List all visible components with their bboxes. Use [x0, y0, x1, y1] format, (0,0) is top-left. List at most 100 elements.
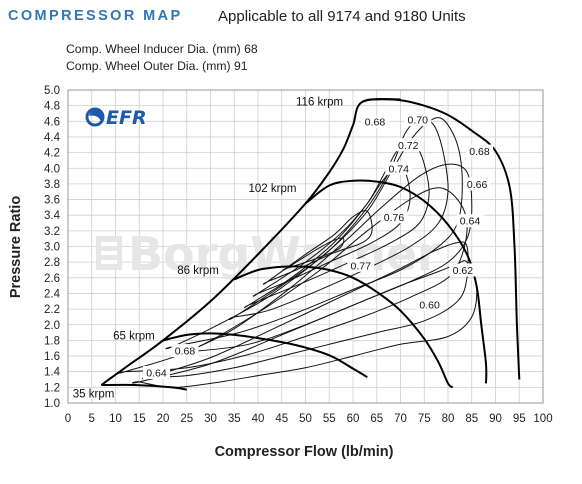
- efficiency-label: 0.76: [384, 212, 405, 224]
- x-tick-label: 100: [533, 413, 552, 425]
- inducer-diameter-text: Comp. Wheel Inducer Dia. (mm) 68: [66, 42, 258, 56]
- efficiency-label-bg: [385, 161, 413, 175]
- speed-label: 86 krpm: [177, 265, 219, 277]
- efficiency-label: 0.68: [365, 116, 386, 128]
- surge-line-path: [100, 98, 401, 386]
- efficiency-island-9: [282, 237, 345, 271]
- efficiency-island-8: [262, 210, 373, 285]
- y-tick-label: 4.0: [44, 163, 60, 175]
- efficiency-island-2: [116, 187, 468, 374]
- efficiency-label: 0.66: [467, 179, 488, 191]
- y-tick-label: 2.8: [44, 257, 60, 269]
- y-tick-label: 3.6: [44, 195, 60, 207]
- efficiency-label: 0.60: [419, 299, 440, 311]
- borgwarner-logo-icon: [96, 236, 122, 270]
- y-tick-label: 5.0: [44, 85, 60, 97]
- efficiency-label: 0.74: [389, 163, 410, 175]
- outer-diameter-text: Comp. Wheel Outer Dia. (mm) 91: [66, 59, 248, 73]
- speed-labels: 35 krpm 65 krpm 86 krpm 102 krpm 116 krpm: [73, 97, 343, 401]
- speed-line-2: [233, 265, 454, 389]
- x-tick-label: 40: [252, 413, 265, 425]
- efficiency-label-bg: [171, 344, 199, 358]
- y-tick-label: 4.8: [44, 101, 60, 113]
- efficiency-label-bg: [380, 210, 408, 224]
- plot-border: [67, 89, 544, 404]
- efficiency-label-bg: [404, 113, 432, 127]
- efficiency-label: 0.72: [398, 140, 419, 152]
- efficiency-label-bg: [361, 114, 389, 128]
- efficiency-label: 0.64: [460, 216, 481, 228]
- x-tick-label: 75: [418, 413, 431, 425]
- x-tick-label: 35: [228, 413, 241, 425]
- y-tick-label: 1.8: [44, 335, 60, 347]
- efficiency-label: 0.70: [408, 115, 429, 127]
- header: COMPRESSOR MAP Applicable to all 9174 an…: [0, 0, 582, 34]
- x-tick-label: 85: [465, 413, 478, 425]
- efficiency-island-3: [179, 163, 473, 355]
- surge-line: [100, 98, 401, 386]
- y-tick-label: 2.4: [44, 288, 61, 300]
- y-tick-label: 1.0: [44, 398, 60, 410]
- efficiency-island-7: [252, 165, 411, 297]
- x-tick-label: 15: [133, 413, 146, 425]
- y-tick-label: 4.2: [44, 148, 60, 160]
- efficiency-label-bg: [456, 214, 484, 228]
- y-tick-label: 2.0: [44, 320, 60, 332]
- efficiency-label-bg: [347, 258, 375, 272]
- x-tick-label: 5: [89, 413, 95, 425]
- y-tick-label: 2.2: [44, 304, 60, 316]
- efficiency-island-1: [142, 241, 469, 380]
- x-tick-label: 25: [180, 413, 193, 425]
- y-tick-label: 4.4: [44, 132, 61, 144]
- x-tick-label: 65: [370, 413, 383, 425]
- y-axis-label: Pressure Ratio: [8, 196, 24, 298]
- x-tick-label: 50: [299, 413, 312, 425]
- efficiency-labels: 0.68 0.64 0.68 0.70 0.72 0.74 0.76 0.77 0.68 0.66…: [143, 113, 493, 379]
- y-tick-label: 3.4: [44, 210, 61, 222]
- efficiency-label-bg: [463, 177, 491, 191]
- x-tick-label: 70: [394, 413, 407, 425]
- x-axis-label: Compressor Flow (lb/min): [215, 444, 394, 460]
- x-tick-label: 10: [109, 413, 122, 425]
- efficiency-label-bg: [143, 365, 170, 379]
- turbo-swirl-icon: [85, 107, 105, 127]
- x-tick-label: 60: [347, 413, 360, 425]
- x-axis-ticks: 0 5 10 15 20 25 30 35 40 45 50 55 60 65 70 75 80 85 90 95 10…: [65, 413, 553, 425]
- y-tick-label: 3.0: [44, 242, 60, 254]
- y-tick-label: 2.6: [44, 273, 60, 285]
- efficiency-island-5: [228, 118, 449, 320]
- y-tick-label: 3.2: [44, 226, 60, 238]
- speed-line-1: [162, 332, 368, 379]
- efficiency-island-6: [244, 142, 430, 309]
- page-subtitle: Applicable to all 9174 and 9180 Units: [218, 8, 466, 25]
- efficiency-label: 0.64: [146, 367, 167, 379]
- x-tick-label: 95: [513, 413, 526, 425]
- efficiency-label-bg: [449, 263, 477, 277]
- speed-label: 35 krpm: [73, 389, 115, 401]
- efficiency-label-bg: [466, 144, 493, 158]
- y-tick-label: 1.4: [44, 367, 61, 379]
- efficiency-label: 0.77: [351, 260, 372, 272]
- efficiency-label: 0.62: [453, 265, 474, 277]
- efr-logo-text: EFR: [106, 107, 147, 129]
- y-axis-ticks: 1.0 1.2 1.4 1.6 1.8 2.0 2.2 2.4 2.6 2.8 3.0 3.2 3.4 3…: [44, 85, 61, 410]
- y-tick-label: 1.6: [44, 351, 60, 363]
- plot-frame: [67, 89, 544, 404]
- speed-label: 65 krpm: [113, 331, 155, 343]
- efficiency-label-bg: [394, 138, 422, 152]
- x-tick-label: 90: [489, 413, 502, 425]
- watermark: BorgWarner: [96, 227, 440, 281]
- efficiency-islands: [116, 117, 478, 388]
- y-tick-label: 1.2: [44, 382, 60, 394]
- x-tick-label: 55: [323, 413, 336, 425]
- efficiency-label: 0.68: [469, 146, 490, 158]
- x-tick-label: 80: [442, 413, 455, 425]
- x-tick-label: 20: [157, 413, 170, 425]
- speed-label: 116 krpm: [296, 97, 343, 109]
- x-tick-label: 45: [275, 413, 288, 425]
- x-tick-label: 0: [65, 413, 71, 425]
- speed-label: 102 krpm: [249, 183, 297, 195]
- y-tick-label: 3.8: [44, 179, 60, 191]
- speed-line-0: [101, 383, 187, 391]
